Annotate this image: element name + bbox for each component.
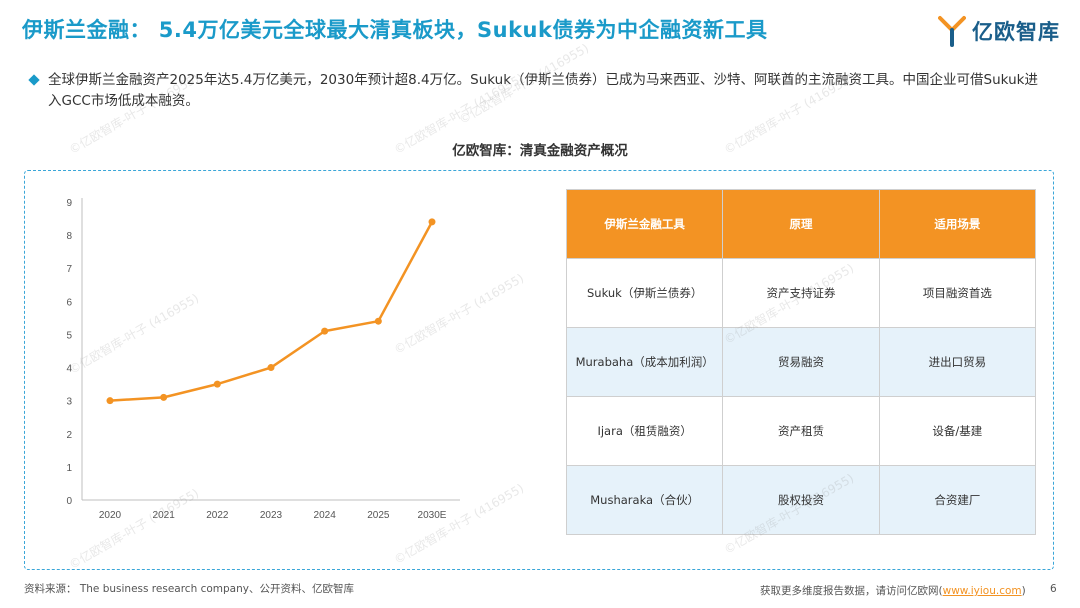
- x-tick-label: 2021: [153, 510, 176, 521]
- source-note: 资料来源： The business research company、公开资料…: [24, 583, 354, 595]
- footer-prefix: 获取更多维度报告数据，请访问亿欧网(: [760, 585, 943, 597]
- table-header-cell: 原理: [722, 189, 880, 259]
- data-point: [321, 327, 329, 335]
- table-cell: 资产租赁: [722, 396, 880, 466]
- x-tick-label: 2025: [367, 510, 390, 521]
- table-cell: 项目融资首选: [878, 258, 1037, 328]
- diamond-bullet-icon: [28, 74, 40, 86]
- brand-logo: 亿欧智库: [938, 14, 1060, 48]
- table-row: Musharaka（合伙） 股权投资 合资建厂: [565, 465, 1037, 535]
- y-tick-label: 9: [66, 198, 72, 209]
- x-tick-label: 2023: [260, 510, 283, 521]
- page-number: 6: [1050, 583, 1057, 595]
- data-point: [106, 397, 114, 405]
- series-line: [109, 221, 434, 402]
- x-tick-label: 2020: [99, 510, 122, 521]
- data-point: [267, 364, 275, 372]
- table-cell: Sukuk（伊斯兰债券）: [565, 258, 724, 328]
- content-panel: [24, 170, 1054, 570]
- x-tick-label: 2024: [314, 510, 337, 521]
- table-row: Sukuk（伊斯兰债券） 资产支持证券 项目融资首选: [565, 258, 1037, 328]
- table-cell: 资产支持证券: [722, 258, 880, 328]
- logo-icon: [938, 16, 966, 47]
- table-row: Ijara（租赁融资） 资产租赁 设备/基建: [565, 396, 1037, 466]
- x-tick-label: 2022: [206, 510, 229, 521]
- chart-heading: 亿欧智库：清真金融资产概况: [452, 143, 628, 159]
- table-cell: 进出口贸易: [878, 327, 1037, 397]
- table-header-cell: 适用场景: [878, 189, 1037, 259]
- table-cell: Musharaka（合伙）: [565, 465, 724, 535]
- y-tick-label: 2: [66, 430, 72, 441]
- y-tick-label: 6: [66, 297, 72, 308]
- data-point: [374, 317, 382, 325]
- y-tick-label: 0: [66, 496, 72, 507]
- website-link[interactable]: www.iyiou.com: [942, 585, 1022, 597]
- data-point: [428, 218, 436, 226]
- table-cell: 股权投资: [722, 465, 880, 535]
- y-tick-label: 7: [66, 264, 72, 275]
- y-tick-label: 1: [66, 463, 72, 474]
- summary-bullet: 全球伊斯兰金融资产2025年达5.4万亿美元，2030年预计超8.4万亿。Suk…: [28, 70, 1050, 112]
- y-tick-label: 4: [66, 364, 72, 375]
- table-header-cell: 伊斯兰金融工具: [565, 189, 724, 259]
- instrument-table: 伊斯兰金融工具 原理 适用场景 Sukuk（伊斯兰债券） 资产支持证券 项目融资…: [565, 189, 1037, 535]
- footer-suffix: ): [1021, 585, 1026, 597]
- summary-text: 全球伊斯兰金融资产2025年达5.4万亿美元，2030年预计超8.4万亿。Suk…: [48, 72, 1038, 109]
- table-cell: Ijara（租赁融资）: [565, 396, 724, 466]
- table-cell: 贸易融资: [722, 327, 880, 397]
- line-chart: 0 1 2 3 4 5 6 7 8 9 2020 2021 2022 2023 2024 2025 2030E: [66, 198, 460, 521]
- table-header-row: 伊斯兰金融工具 原理 适用场景: [565, 189, 1037, 259]
- x-tick-label: 2030E: [418, 510, 447, 521]
- y-tick-label: 5: [66, 330, 72, 341]
- y-tick-label: 3: [66, 397, 72, 408]
- table-row: Murabaha（成本加利润） 贸易融资 进出口贸易: [565, 327, 1037, 397]
- footer-note: 获取更多维度报告数据，请访问亿欧网(www.iyiou.com): [760, 583, 1026, 598]
- data-point: [160, 393, 168, 401]
- page-title: 伊斯兰金融： 5.4万亿美元全球最大清真板块，Sukuk债券为中企融资新工具: [22, 18, 768, 42]
- table-cell: Murabaha（成本加利润）: [565, 327, 724, 397]
- data-point: [213, 380, 221, 388]
- table-cell: 设备/基建: [878, 396, 1037, 466]
- table-cell: 合资建厂: [878, 465, 1037, 535]
- y-tick-label: 8: [66, 231, 72, 242]
- logo-text: 亿欧智库: [972, 20, 1060, 44]
